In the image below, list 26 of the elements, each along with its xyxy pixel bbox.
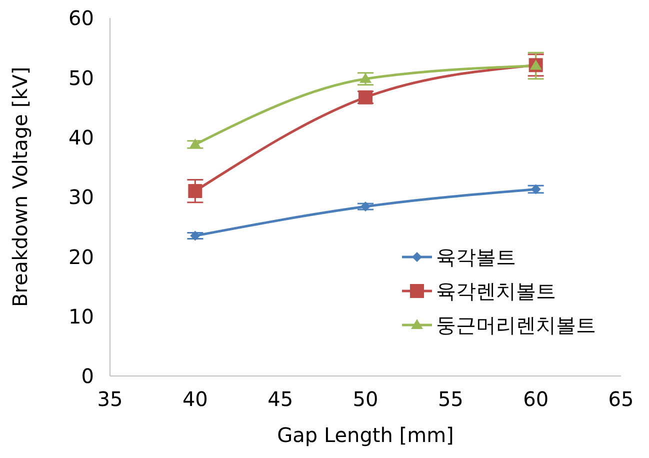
y-axis-title: Breakdown Voltage [kV] xyxy=(8,66,32,307)
y-tick-label: 20 xyxy=(68,244,94,269)
y-tick-label: 60 xyxy=(68,6,94,30)
point xyxy=(189,138,202,148)
point xyxy=(360,72,372,83)
point xyxy=(360,202,370,212)
y-tick-label: 10 xyxy=(68,304,94,328)
y-tick-label: 40 xyxy=(68,125,94,150)
y-tick-label: 30 xyxy=(68,185,94,210)
y-tick-label: 50 xyxy=(68,66,94,90)
x-tick-label: 55 xyxy=(438,387,464,412)
x-tick-label: 35 xyxy=(97,387,123,412)
x-tick-label: 50 xyxy=(352,387,378,412)
point xyxy=(530,184,541,194)
y-tick-label: 0 xyxy=(81,364,94,388)
point xyxy=(190,230,200,241)
x-tick-label: 40 xyxy=(182,387,208,412)
x-tick-label: 60 xyxy=(523,387,549,412)
x-tick-label: 65 xyxy=(608,387,634,412)
point xyxy=(188,184,202,198)
point xyxy=(530,60,542,70)
x-axis-title: Gap Length [mm] xyxy=(277,423,454,447)
legend-label: 육각렌치볼트 xyxy=(436,278,556,305)
x-tick-label: 45 xyxy=(268,387,294,412)
legend-label: 둥근머리렌치볼트 xyxy=(436,312,596,339)
legend-label: 육각볼트 xyxy=(436,244,516,271)
